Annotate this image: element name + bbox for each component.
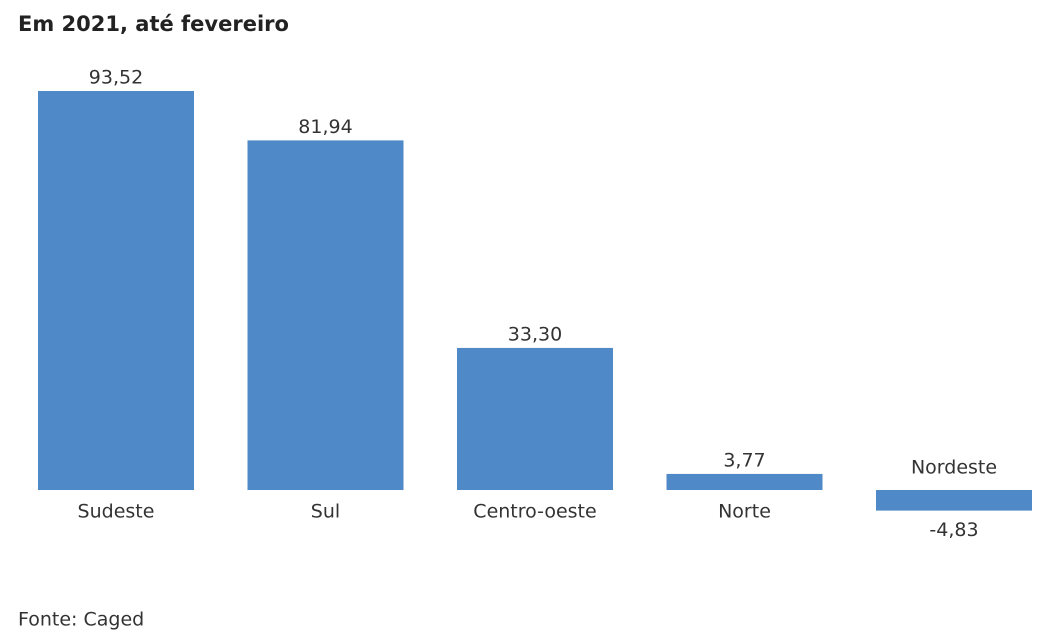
x-tick-label: Nordeste (911, 457, 997, 479)
bar (247, 140, 404, 490)
value-label: 81,94 (298, 116, 352, 138)
source: Fonte: Caged (18, 609, 144, 631)
value-label: -4,83 (929, 519, 978, 541)
bar (876, 490, 1032, 511)
value-label: 93,52 (89, 67, 143, 89)
x-tick-label: Sudeste (78, 501, 155, 523)
x-tick-label: Norte (718, 501, 771, 523)
bar (666, 473, 823, 490)
value-label: 3,77 (723, 449, 765, 471)
x-tick-label: Centro-oeste (473, 501, 596, 523)
x-tick-label: Sul (311, 501, 340, 523)
chart-title: Em 2021, até fevereiro (18, 12, 289, 36)
bar (38, 91, 194, 490)
value-label: 33,30 (508, 323, 562, 345)
bar (457, 347, 613, 490)
